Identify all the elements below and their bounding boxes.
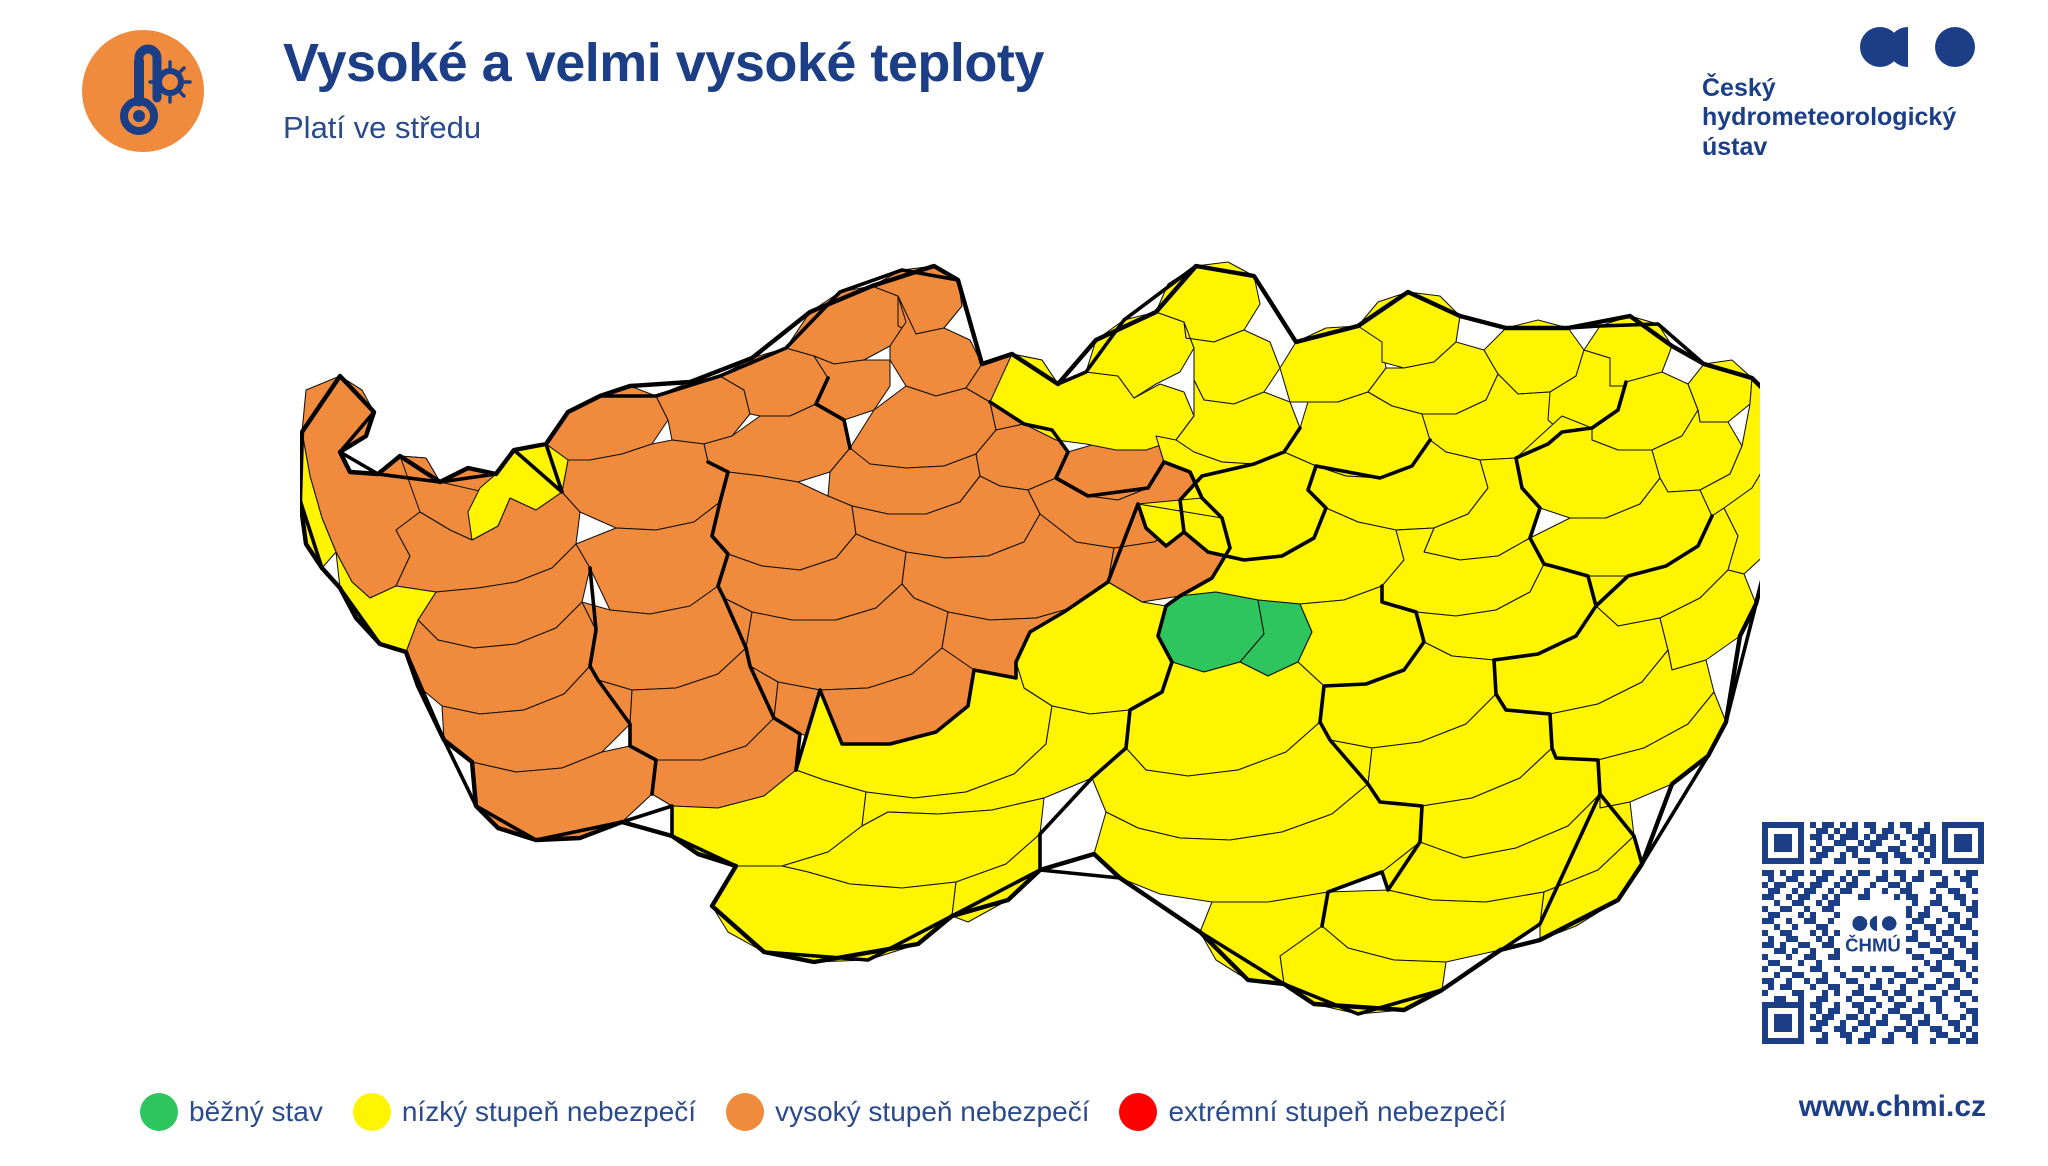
legend-label-extreme: extrémní stupeň nebezpečí	[1168, 1096, 1507, 1127]
chmu-brand-text: Český hydrometeorologický ústav	[1702, 74, 1956, 162]
title-block: Vysoké a velmi vysoké teploty Platí ve s…	[283, 34, 1044, 146]
legend-label-low: nízký stupeň nebezpečí	[401, 1096, 697, 1127]
legend-label-high: vysoký stupeň nebezpečí	[775, 1096, 1090, 1127]
chmu-logo-mark-icon	[1854, 26, 1982, 73]
legend-item-high[interactable]: vysoký stupeň nebezpečí	[726, 1093, 1089, 1131]
qr-center-label: ČHMÚ	[1845, 935, 1901, 956]
brand-line-3: ústav	[1702, 132, 1768, 161]
page-subtitle: Platí ve středu	[283, 110, 482, 146]
legend-item-extreme[interactable]: extrémní stupeň nebezpečí	[1119, 1093, 1506, 1131]
legend-item-low[interactable]: nízký stupeň nebezpečí	[352, 1093, 697, 1131]
legend-item-normal[interactable]: běžný stav	[140, 1093, 323, 1131]
brand-line-1: Český	[1702, 74, 1776, 102]
page-title: Vysoké a velmi vysoké teploty	[283, 33, 1044, 93]
qr-code[interactable]: ČHMÚ	[1762, 822, 1984, 1044]
czech-warning-map[interactable]	[300, 200, 1760, 1030]
legend-label-normal: běžný stav	[189, 1096, 323, 1127]
header: Vysoké a velmi vysoké teploty Platí ve s…	[0, 0, 2048, 190]
legend-dot-normal-icon	[140, 1093, 178, 1131]
legend: běžný stav nízký stupeň nebezpečí vysoký…	[0, 1084, 2048, 1140]
brand-line-2: hydrometeorologický	[1702, 103, 1957, 132]
legend-items: běžný stav nízký stupeň nebezpečí vysoký…	[140, 1084, 1506, 1140]
legend-dot-high-icon	[726, 1093, 765, 1131]
thermometer-sun-icon	[82, 30, 204, 152]
country-boundary	[300, 263, 1760, 1013]
legend-dot-low-icon	[352, 1093, 391, 1131]
site-url-link[interactable]: www.chmi.cz	[1798, 1090, 1986, 1123]
legend-dot-extreme-icon	[1119, 1093, 1158, 1131]
